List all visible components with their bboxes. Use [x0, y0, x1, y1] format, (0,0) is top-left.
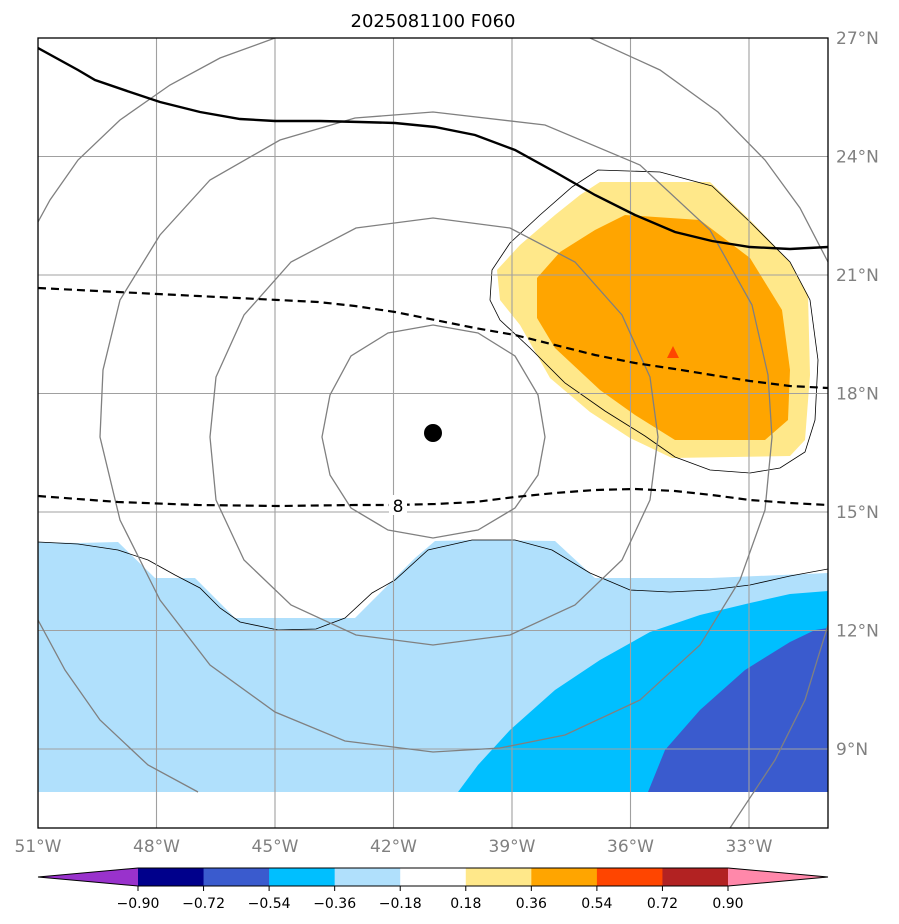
colorbar-tick-label: 0.72 — [647, 896, 678, 912]
colorbar-segment — [662, 868, 729, 886]
colorbar-segment — [465, 868, 532, 886]
range-ring-4-bottom-left — [38, 619, 199, 793]
royal-blue-region — [648, 628, 828, 792]
colorbar-tick-label: −0.18 — [379, 896, 422, 912]
graticule — [38, 38, 828, 828]
colorbar-segment — [269, 868, 336, 886]
lon-tick-label: 48°W — [133, 837, 180, 857]
map-frame — [37, 37, 829, 829]
dashed-contour-upper — [38, 286, 828, 390]
lat-tick-label: 27°N — [836, 29, 879, 49]
longitude-tick-labels: 51°W 48°W 45°W 42°W 39°W 36°W 33°W — [15, 837, 773, 857]
storm-center-marker — [424, 424, 442, 442]
dashed-contour-lower — [38, 487, 828, 508]
colorbar-extend-max — [728, 868, 828, 886]
colorbar-tick-label: 0.90 — [712, 896, 743, 912]
range-ring-1 — [321, 324, 546, 539]
range-rings — [38, 38, 828, 828]
contour-label: 8 — [393, 497, 404, 517]
lon-tick-label: 42°W — [370, 837, 417, 857]
figure-title: 2025081100 F060 — [351, 11, 516, 32]
lon-tick-label: 45°W — [252, 837, 299, 857]
contour-label-bg — [389, 495, 407, 515]
colorbar-tick-label: 0.36 — [516, 896, 547, 912]
range-ring-4-bottom-right — [729, 624, 828, 828]
colorbar-tick-label: −0.54 — [248, 896, 291, 912]
thin-contour-lines — [38, 169, 828, 631]
positive-contour-outline — [489, 169, 819, 474]
orange-red-spot — [667, 346, 679, 358]
colorbar-segment — [596, 868, 663, 886]
lat-tick-label: 9°N — [836, 740, 868, 760]
lat-tick-label: 18°N — [836, 385, 879, 405]
lat-tick-label: 24°N — [836, 148, 879, 168]
lat-tick-label: 15°N — [836, 503, 879, 523]
orange-region — [537, 215, 790, 440]
colorbar-segment — [334, 868, 401, 886]
lon-tick-label: 39°W — [489, 837, 536, 857]
colorbar-segment — [138, 868, 205, 886]
negative-contour-outline — [38, 539, 828, 631]
colorbar: −0.90 −0.72 −0.54 −0.36 −0.18 0.18 0.36 0.54 0.7… — [37, 867, 829, 912]
colorbar-segment — [203, 868, 270, 886]
range-ring-3 — [99, 111, 773, 753]
colorbar-tick-label: 0.54 — [581, 896, 612, 912]
colorbar-tick-label: −0.36 — [313, 896, 356, 912]
colorbar-tick-label: 0.18 — [450, 896, 481, 912]
colorbar-segment — [400, 868, 467, 886]
colorbar-tick-label: −0.90 — [117, 896, 160, 912]
lat-tick-label: 12°N — [836, 622, 879, 642]
colorbar-tick-label: −0.72 — [182, 896, 225, 912]
lat-tick-label: 21°N — [836, 266, 879, 286]
range-ring-4-right — [589, 38, 828, 263]
lon-tick-label: 36°W — [607, 837, 654, 857]
solid-thick-contour — [38, 46, 828, 251]
thick-contours — [38, 46, 828, 508]
range-ring-2 — [209, 217, 659, 646]
latitude-tick-labels: 27°N 24°N 21°N 18°N 15°N 12°N 9°N — [836, 29, 879, 760]
colorbar-segment — [531, 868, 598, 886]
lon-tick-label: 33°W — [726, 837, 773, 857]
lon-tick-label: 51°W — [15, 837, 62, 857]
colorbar-extend-min — [38, 868, 138, 886]
range-ring-4 — [38, 38, 276, 223]
